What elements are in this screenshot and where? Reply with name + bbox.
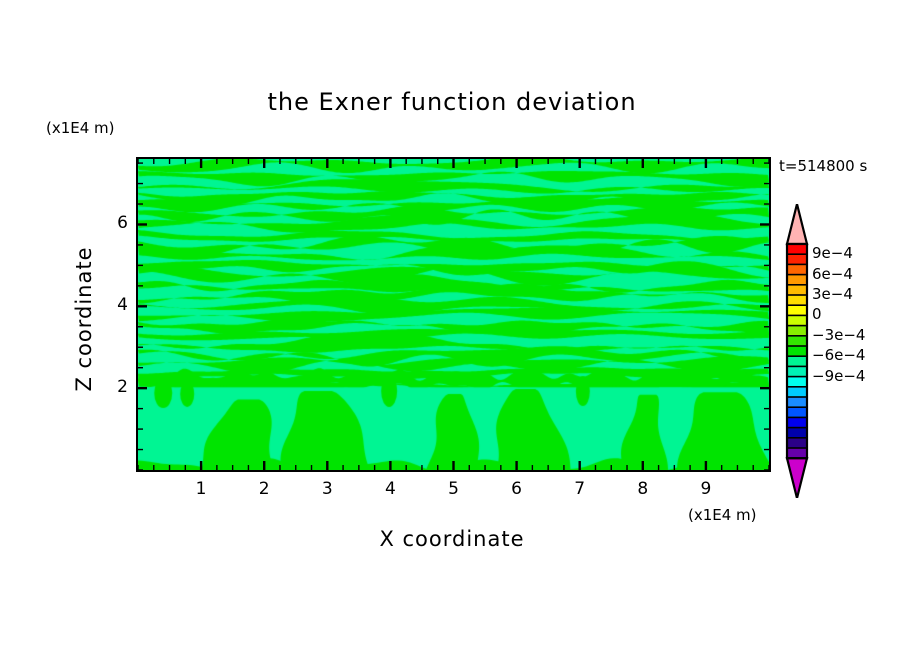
time-annotation: t=514800 s [779,157,868,175]
y-tick-label: 6 [117,213,128,234]
colorbar-band [786,324,808,337]
colorbar-band [786,447,808,460]
colorbar-band [786,365,808,378]
colorbar-band [786,345,808,358]
x-tick-label: 1 [195,479,207,499]
x-tick-label: 5 [448,479,459,499]
y-tick-label: 4 [117,295,128,316]
y-axis-unit-label: (x1E4 m) [46,119,115,137]
contour-field [138,159,769,470]
colorbar-tick-label: −6e−4 [812,346,866,365]
colorbar-band [786,263,808,276]
colorbar-outline [785,242,809,460]
colorbar-band [786,386,808,399]
colorbar-over-arrow [785,204,809,246]
y-tick-label: 2 [117,377,128,398]
x-axis-title: X coordinate [379,527,525,551]
colorbar-band [786,284,808,297]
colorbar-tick-label: 6e−4 [812,264,853,283]
contour-plot-area [136,157,771,472]
colorbar-band [786,416,808,429]
colorbar-tick-label: 3e−4 [812,285,853,303]
colorbar-band [786,335,808,348]
colorbar-band [786,406,808,419]
colorbar-band [786,243,808,256]
colorbar-band [786,273,808,286]
colorbar-tick-label: −3e−4 [812,325,866,344]
colorbar-band [786,355,808,368]
x-tick-label: 9 [700,479,712,499]
chart-title: the Exner function deviation [267,88,637,116]
colorbar-band [786,396,808,409]
colorbar-band [786,253,808,266]
y-axis-title: Z coordinate [72,246,96,392]
x-tick-label: 6 [511,479,522,499]
x-tick-label: 8 [637,479,649,499]
x-tick-label: 2 [258,479,270,499]
x-tick-label: 3 [321,479,333,499]
x-axis-unit-label: (x1E4 m) [688,506,757,524]
colorbar-tick-label: −9e−4 [812,366,866,385]
colorbar-band [786,304,808,317]
colorbar-tick-label: 9e−4 [812,244,853,263]
x-tick-label: 7 [574,479,586,499]
colorbar [785,204,809,499]
colorbar-band [786,314,808,327]
x-tick-label: 4 [384,479,396,499]
colorbar-band [786,294,808,307]
colorbar-band [786,426,808,440]
colorbar-band [786,375,808,389]
colorbar-band [786,437,808,450]
colorbar-under-arrow [785,457,809,499]
colorbar-tick-label: 0 [812,305,822,324]
